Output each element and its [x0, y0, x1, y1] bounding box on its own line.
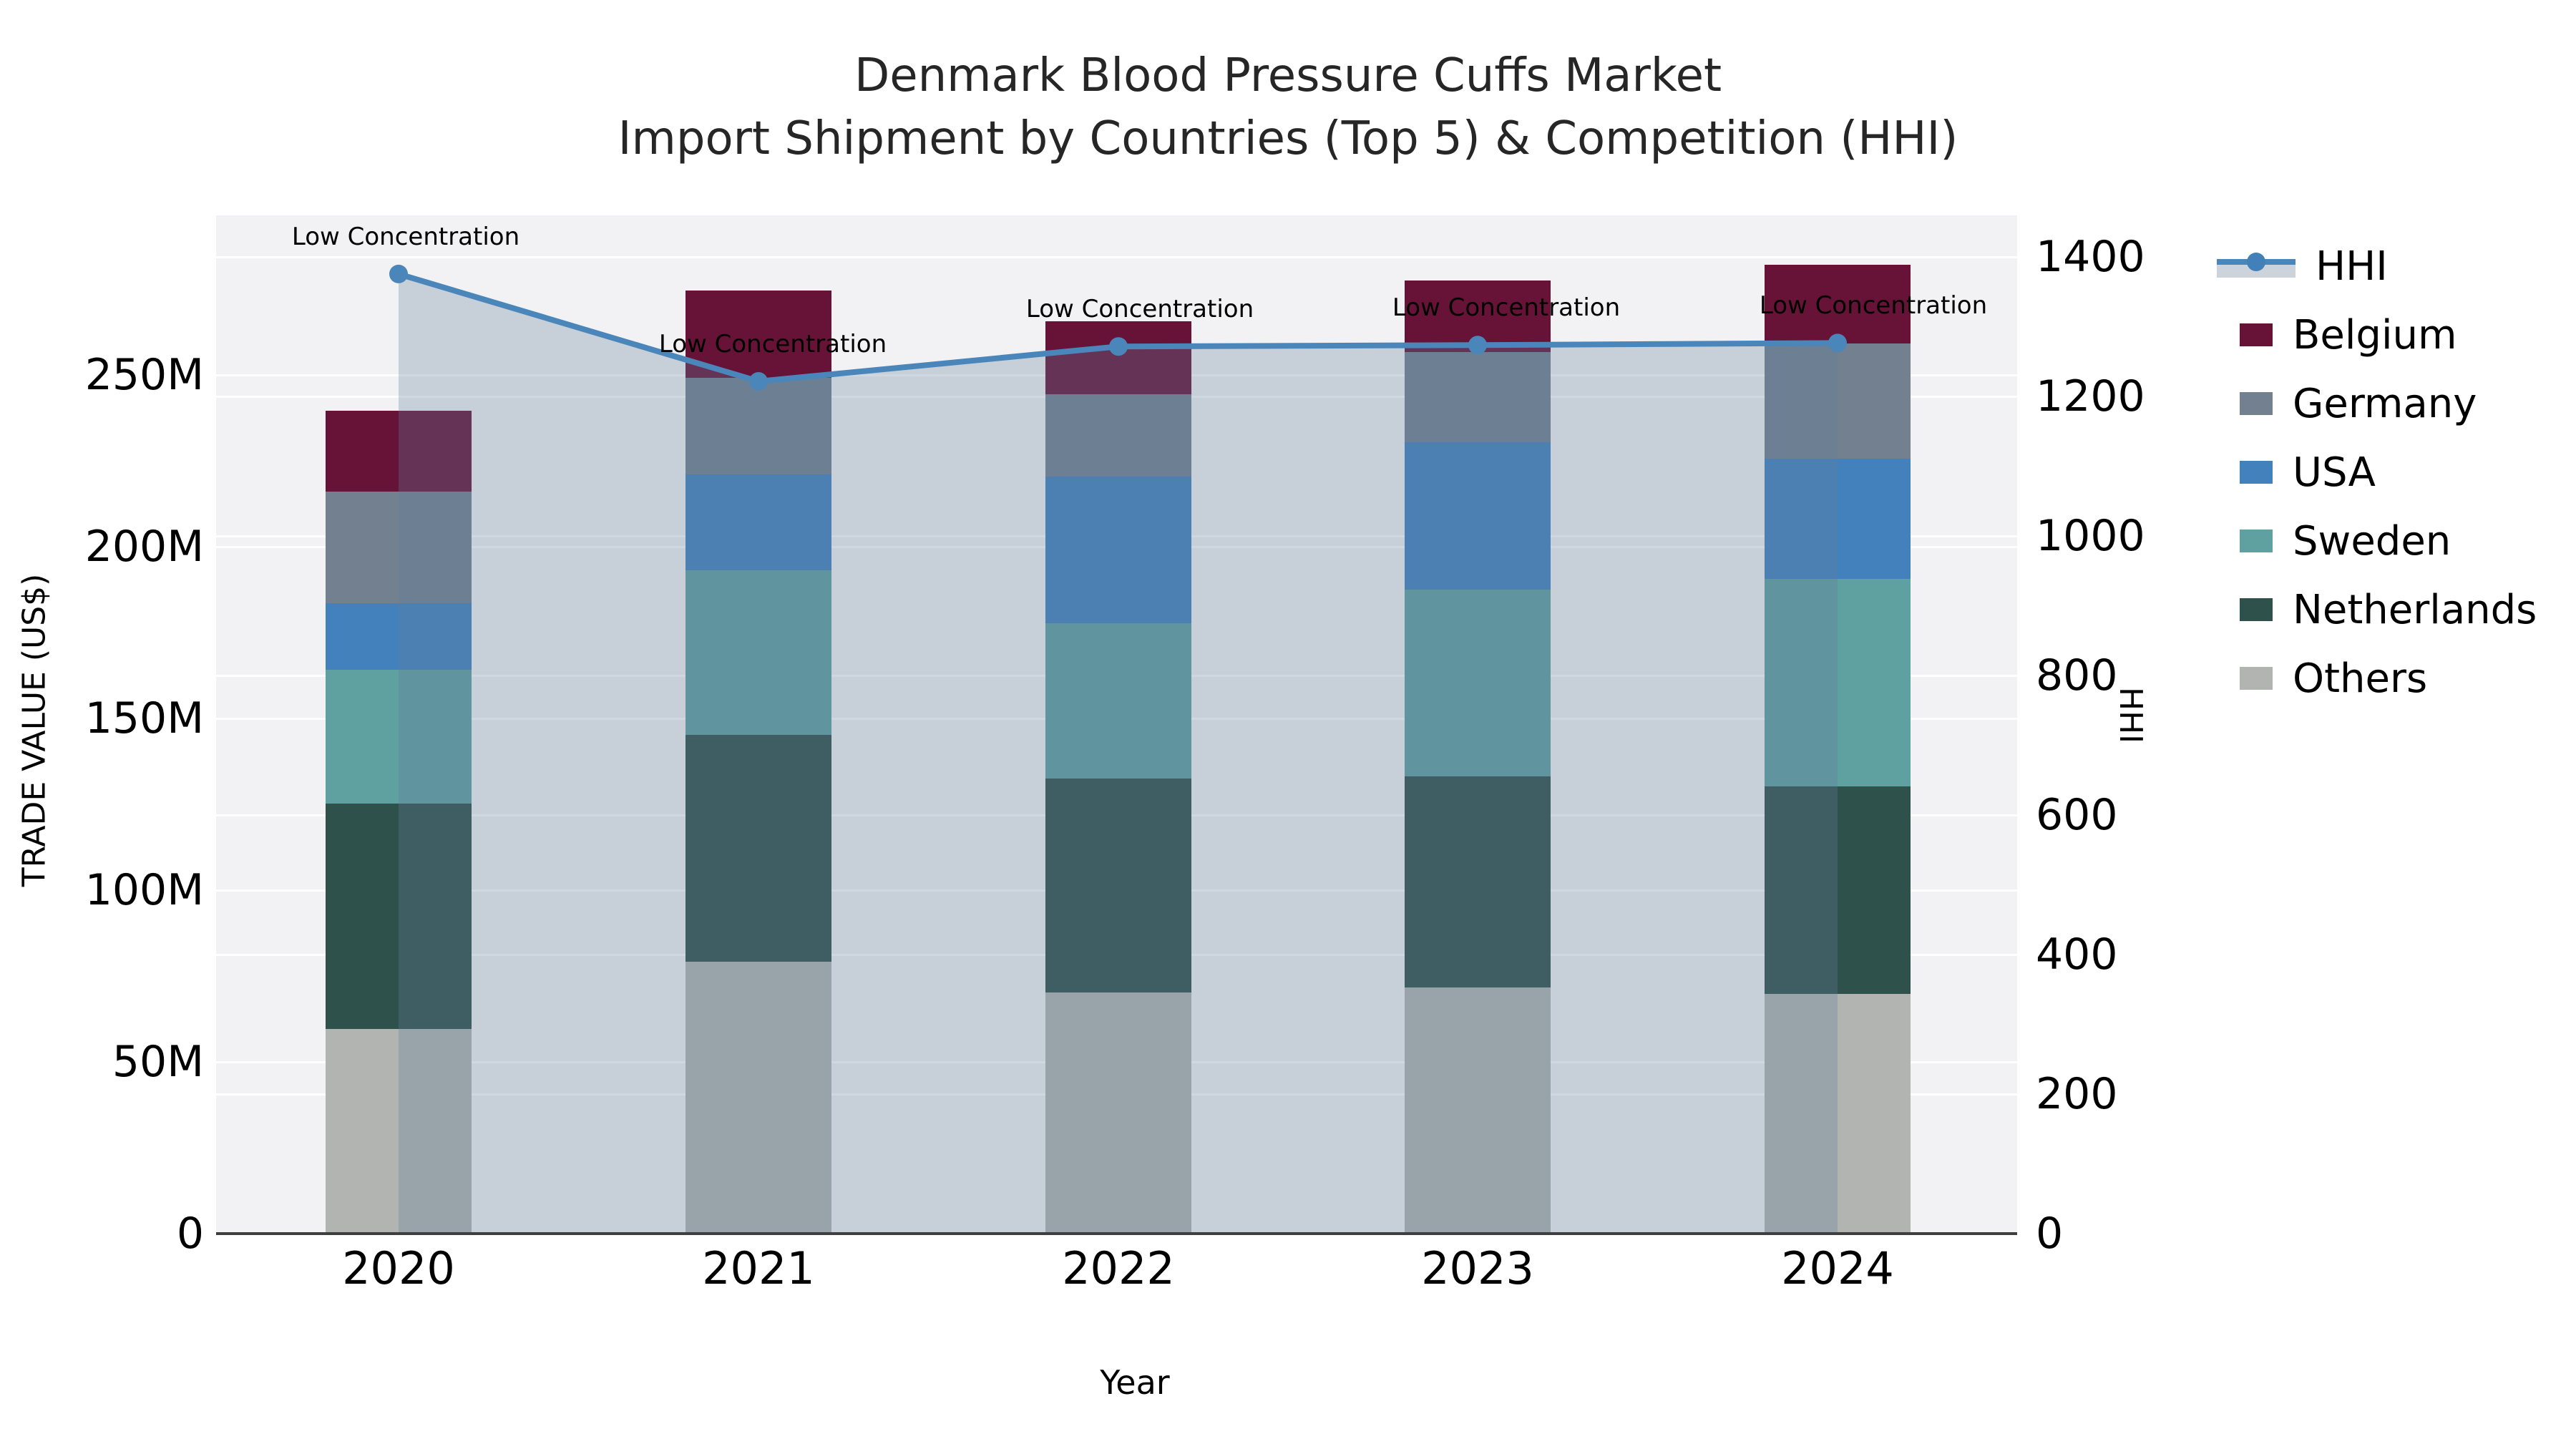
y-tick-right-400: 400: [2036, 930, 2118, 980]
legend-label-hhi: HHI: [2316, 243, 2388, 290]
bar-segment-usa-2022: [1045, 477, 1191, 624]
x-tick-2023: 2023: [1421, 1242, 1534, 1294]
legend-item-germany[interactable]: Germany: [2217, 374, 2477, 434]
bar-segment-others-2024: [1765, 994, 1911, 1234]
bar-segment-sweden-2020: [326, 669, 472, 804]
x-axis-spine: [216, 1232, 2017, 1235]
hhi-legend-symbol: [2217, 252, 2296, 280]
y-tick-right-600: 600: [2036, 790, 2118, 841]
plot-area: Low Concentration Low Concentration Low Co…: [216, 215, 2017, 1234]
annotation-low-concentration-2022: Low Concentration: [1025, 295, 1254, 324]
bar-segment-belgium-2024: [1765, 264, 1911, 344]
legend-item-netherlands[interactable]: Netherlands: [2217, 580, 2537, 640]
hhi-marker-2024: [1828, 333, 1847, 353]
bar-segment-others-2020: [326, 1028, 472, 1234]
annotation-low-concentration-2021: Low Concentration: [658, 329, 887, 358]
legend-swatch-belgium: [2240, 323, 2273, 346]
annotation-low-concentration-2023: Low Concentration: [1392, 293, 1621, 323]
bar-segment-netherlands-2024: [1765, 786, 1911, 994]
bar-segment-belgium-2021: [686, 291, 831, 378]
bar-segment-netherlands-2020: [326, 804, 472, 1029]
legend-label-belgium: Belgium: [2293, 311, 2457, 358]
hhi-legend-marker-icon: [2247, 253, 2265, 271]
hhi-line-layer: [389, 264, 1847, 1234]
y-tick-right-1400: 1400: [2036, 232, 2145, 283]
y-tick-right-1200: 1200: [2036, 371, 2145, 422]
bar-segment-belgium-2022: [1045, 321, 1191, 395]
hhi-marker-2022: [1109, 337, 1128, 356]
bar-segment-netherlands-2023: [1405, 776, 1551, 987]
legend-item-belgium[interactable]: Belgium: [2217, 305, 2457, 365]
y-tick-left-250M: 250M: [84, 350, 204, 401]
bar-segment-netherlands-2021: [686, 735, 831, 962]
x-tick-2021: 2021: [702, 1242, 815, 1294]
y-tick-left-200M: 200M: [84, 522, 204, 572]
bar-segment-germany-2022: [1045, 394, 1191, 477]
bar-segment-usa-2021: [686, 474, 831, 571]
y-tick-right-0: 0: [2036, 1209, 2064, 1259]
annotation-low-concentration-2024: Low Concentration: [1759, 291, 1988, 321]
legend-item-usa[interactable]: USA: [2217, 442, 2376, 502]
hhi-marker-2023: [1468, 336, 1487, 355]
x-tick-2020: 2020: [342, 1242, 455, 1294]
bar-segment-sweden-2023: [1405, 589, 1551, 776]
x-tick-2024: 2024: [1781, 1242, 1894, 1294]
legend-item-hhi[interactable]: HHI: [2217, 236, 2388, 296]
y-tick-left-50M: 50M: [112, 1037, 204, 1088]
bar-segment-germany-2021: [686, 378, 831, 475]
bar-segment-usa-2024: [1765, 459, 1911, 580]
legend-swatch-germany: [2240, 392, 2273, 415]
chart-title-line2: Import Shipment by Countries (Top 5) & C…: [618, 112, 1958, 165]
bar-segment-belgium-2020: [326, 411, 472, 492]
legend-item-others[interactable]: Others: [2217, 648, 2427, 708]
x-axis-label: Year: [1100, 1363, 1170, 1402]
legend-item-sweden[interactable]: Sweden: [2217, 511, 2451, 571]
bar-segment-others-2022: [1045, 992, 1191, 1234]
chart-title-line1: Denmark Blood Pressure Cuffs Market: [854, 49, 1722, 102]
legend-swatch-sweden: [2240, 530, 2273, 552]
legend-swatch-usa: [2240, 461, 2273, 484]
bar-segment-others-2021: [686, 961, 831, 1234]
legend-swatch-netherlands: [2240, 598, 2273, 621]
bar-segment-usa-2023: [1405, 441, 1551, 590]
hhi-area-fill: [399, 273, 1838, 1234]
legend-label-others: Others: [2293, 655, 2428, 702]
bar-segment-germany-2023: [1405, 351, 1551, 442]
annotation-layer: Low Concentration Low Concentration Low Co…: [216, 215, 2017, 1234]
y-axis-label-right: HHI: [2112, 687, 2149, 744]
y-tick-right-200: 200: [2036, 1069, 2118, 1120]
hhi-marker-2021: [749, 371, 768, 391]
chart-title: Denmark Blood Pressure Cuffs Market Impo…: [0, 44, 2576, 170]
bar-layer: [216, 215, 2017, 1234]
legend-swatch-others: [2240, 667, 2273, 690]
annotation-low-concentration-2020: Low Concentration: [291, 222, 520, 251]
bar-segment-sweden-2021: [686, 570, 831, 736]
y-tick-right-1000: 1000: [2036, 511, 2145, 562]
bar-segment-netherlands-2022: [1045, 779, 1191, 993]
bar-segment-others-2023: [1405, 987, 1551, 1234]
legend-label-usa: USA: [2293, 449, 2376, 496]
bar-segment-sweden-2022: [1045, 623, 1191, 779]
legend-label-germany: Germany: [2293, 380, 2477, 427]
bar-segment-germany-2020: [326, 492, 472, 604]
legend-label-netherlands: Netherlands: [2293, 586, 2537, 633]
legend-label-sweden: Sweden: [2293, 517, 2451, 565]
bar-segment-sweden-2024: [1765, 579, 1911, 787]
bar-segment-germany-2024: [1765, 343, 1911, 459]
y-tick-right-800: 800: [2036, 650, 2118, 701]
hhi-marker-2020: [389, 264, 408, 283]
x-tick-2022: 2022: [1062, 1242, 1175, 1294]
y-tick-left-100M: 100M: [84, 865, 204, 916]
y-tick-left-150M: 150M: [84, 693, 204, 744]
y-tick-left-0: 0: [176, 1209, 204, 1259]
bar-segment-usa-2020: [326, 603, 472, 670]
gridline-right-1400: [216, 255, 2017, 258]
